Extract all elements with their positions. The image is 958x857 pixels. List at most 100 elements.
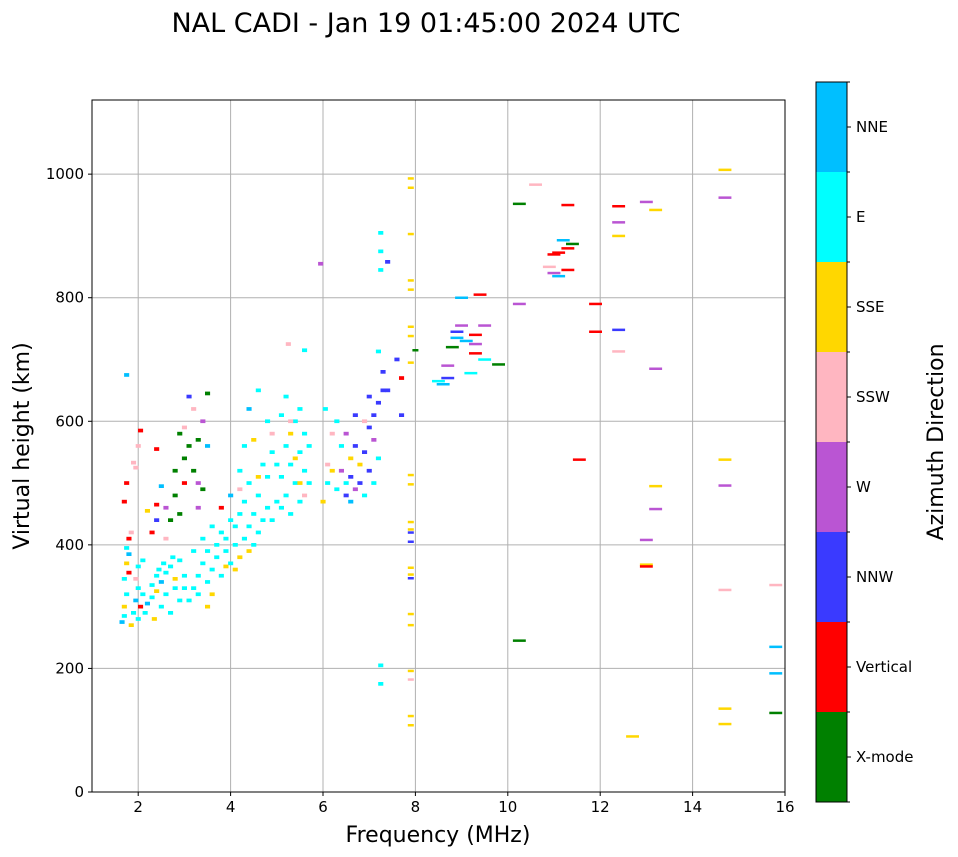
data-point <box>612 205 626 208</box>
y-tick-label: 600 <box>55 412 84 430</box>
data-point <box>177 598 183 603</box>
data-point <box>163 592 169 597</box>
data-point <box>228 493 234 498</box>
data-point <box>124 373 130 377</box>
data-point <box>407 334 414 338</box>
data-point <box>119 620 125 624</box>
data-point <box>138 428 144 433</box>
data-point <box>378 231 384 235</box>
data-point <box>469 333 482 337</box>
data-point <box>561 203 575 207</box>
data-point <box>124 561 130 566</box>
data-point <box>285 342 291 346</box>
data-point <box>255 493 261 498</box>
data-point <box>338 468 344 473</box>
data-point <box>126 570 132 575</box>
data-point <box>200 487 206 492</box>
data-point <box>529 183 542 186</box>
data-point <box>407 573 414 576</box>
data-point <box>371 481 377 485</box>
data-point <box>168 611 174 615</box>
x-tick-label: 6 <box>318 798 328 816</box>
data-point <box>375 349 381 354</box>
colorbar: X-mode Vertical NNW W SSW SSE E NNE <box>815 81 913 803</box>
data-point <box>283 394 289 399</box>
data-point <box>128 623 134 627</box>
data-point <box>362 419 368 424</box>
data-point <box>278 475 284 479</box>
data-point <box>639 200 653 204</box>
data-point <box>441 376 455 380</box>
data-point <box>255 475 261 479</box>
data-point <box>172 493 178 498</box>
data-point <box>338 444 344 448</box>
data-point <box>407 232 414 236</box>
data-point <box>325 481 331 485</box>
data-point <box>283 493 289 498</box>
data-point <box>612 221 626 224</box>
data-point <box>407 623 414 627</box>
data-point <box>131 460 137 465</box>
data-point <box>407 483 414 486</box>
data-point <box>450 336 464 340</box>
data-point <box>473 293 487 296</box>
colorbar-segment <box>816 712 847 802</box>
chart-title: NAL CADI - Jan 19 01:45:00 2024 UTC <box>171 8 680 39</box>
colorbar-frame <box>815 81 848 803</box>
data-point <box>163 505 169 510</box>
data-point <box>334 487 340 492</box>
x-tick-label: 10 <box>498 798 517 816</box>
colorbar-tick-label: Vertical <box>856 658 912 676</box>
data-point <box>561 268 575 272</box>
data-point <box>241 444 247 448</box>
data-point <box>325 462 331 467</box>
data-point <box>407 724 414 727</box>
data-point <box>407 325 414 328</box>
data-point <box>121 499 127 504</box>
data-point <box>718 588 732 592</box>
data-point <box>205 444 211 448</box>
data-point <box>639 563 653 566</box>
data-point <box>362 450 368 454</box>
y-tick-label: 200 <box>55 659 84 677</box>
data-point <box>769 711 783 715</box>
data-point <box>556 239 570 242</box>
data-point <box>246 481 252 485</box>
data-point <box>352 413 358 417</box>
data-point <box>407 531 414 534</box>
data-point <box>552 251 566 254</box>
data-point <box>237 487 243 492</box>
data-point <box>158 484 164 488</box>
data-point <box>407 288 414 291</box>
colorbar-segment <box>816 82 847 172</box>
data-point <box>168 564 174 569</box>
data-point <box>269 450 275 454</box>
data-point <box>297 499 303 504</box>
data-point <box>469 342 482 346</box>
data-point <box>283 444 289 448</box>
data-point <box>329 468 335 473</box>
data-point <box>181 481 187 485</box>
data-point <box>542 265 556 269</box>
colorbar-segment <box>816 172 847 262</box>
data-point <box>265 505 271 510</box>
data-point <box>385 260 391 264</box>
data-point <box>649 507 663 511</box>
colorbar-label: Azimuth Direction <box>924 343 949 540</box>
data-point <box>149 595 155 600</box>
data-point <box>589 330 602 333</box>
data-point <box>371 438 377 442</box>
data-point <box>329 431 335 436</box>
data-point <box>407 714 414 718</box>
data-point <box>269 431 275 436</box>
data-point <box>251 512 257 516</box>
x-tick-label: 16 <box>775 798 794 816</box>
data-point <box>639 565 653 568</box>
data-point <box>366 425 372 430</box>
data-point <box>407 186 414 189</box>
data-point <box>251 438 257 442</box>
colorbar-segment <box>816 532 847 622</box>
data-point <box>278 505 284 510</box>
data-point <box>124 592 130 597</box>
data-point <box>348 499 354 504</box>
